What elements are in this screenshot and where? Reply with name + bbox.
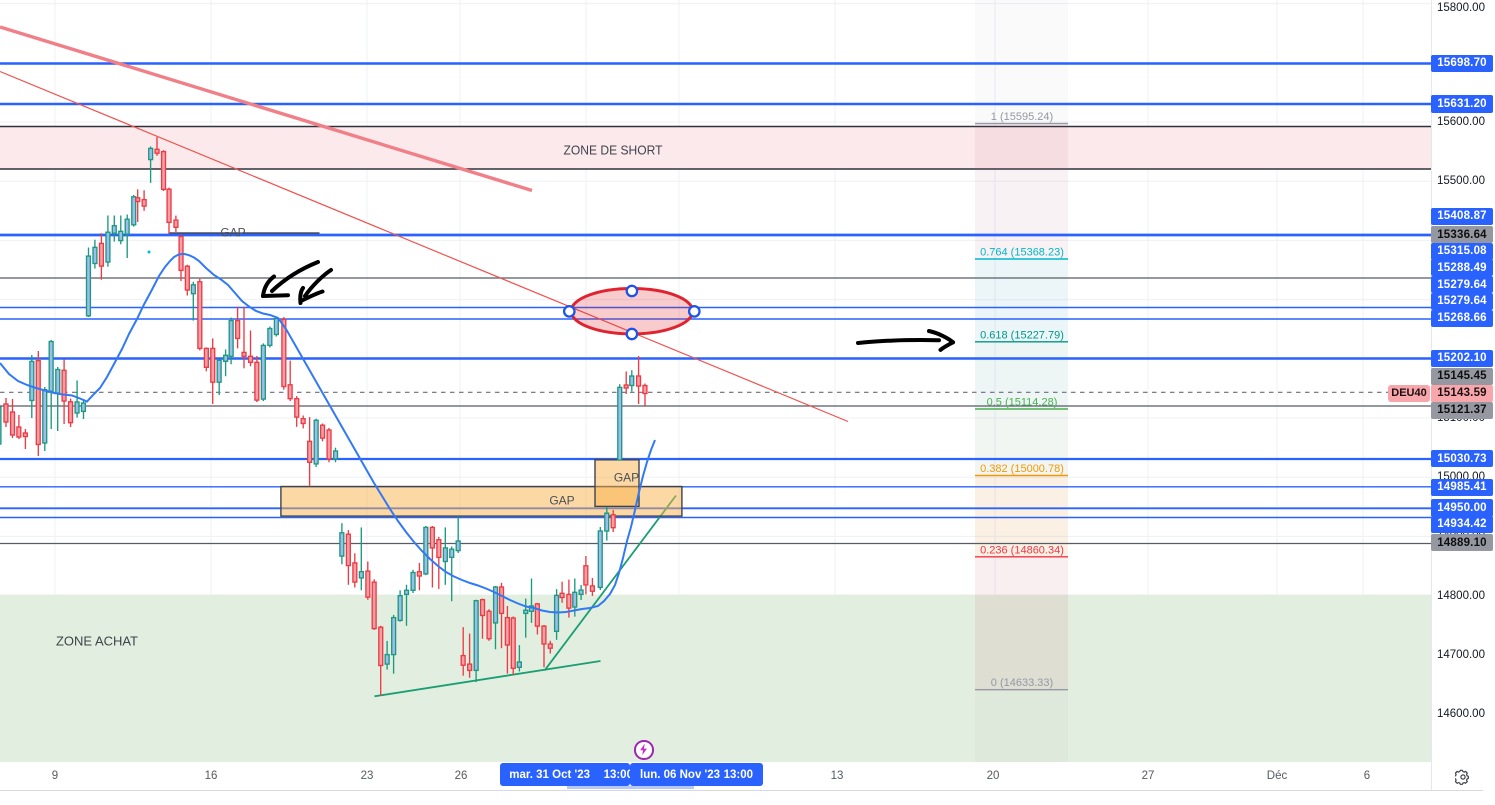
svg-text:ZONE DE SHORT: ZONE DE SHORT bbox=[564, 143, 663, 158]
svg-text:0.382 (15000.78): 0.382 (15000.78) bbox=[980, 463, 1064, 475]
svg-text:0.5 (15114.28): 0.5 (15114.28) bbox=[987, 397, 1058, 409]
svg-text:0.618 (15227.79): 0.618 (15227.79) bbox=[980, 329, 1064, 341]
svg-text:GAP: GAP bbox=[549, 494, 574, 508]
svg-text:0 (14633.33): 0 (14633.33) bbox=[991, 677, 1053, 689]
svg-text:0.764 (15368.23): 0.764 (15368.23) bbox=[980, 247, 1064, 259]
svg-text:GAP: GAP bbox=[220, 226, 245, 240]
svg-text:0.236 (14860.34): 0.236 (14860.34) bbox=[980, 544, 1064, 556]
svg-text:ZONE ACHAT: ZONE ACHAT bbox=[56, 634, 138, 649]
svg-text:GAP: GAP bbox=[614, 470, 639, 484]
svg-text:1 (15595.24): 1 (15595.24) bbox=[991, 111, 1053, 123]
